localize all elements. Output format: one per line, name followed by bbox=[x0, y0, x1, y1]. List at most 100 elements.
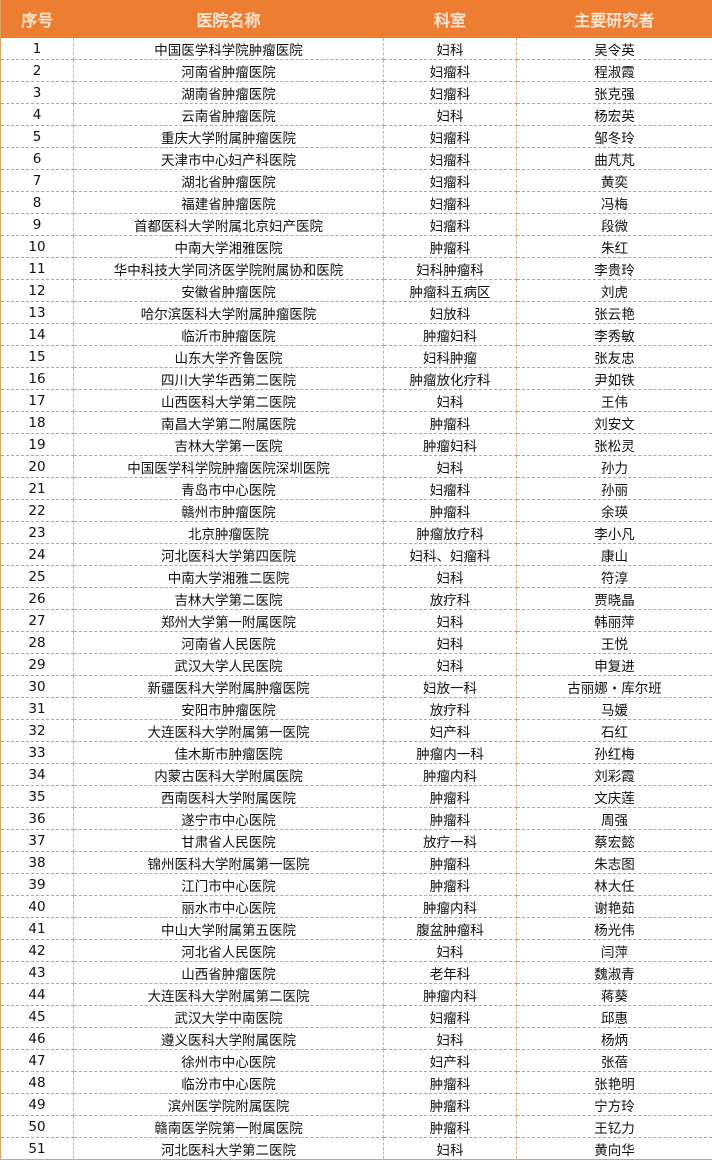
cell-hospital: 中南大学湘雅医院 bbox=[73, 235, 384, 258]
cell-index: 42 bbox=[0, 939, 74, 962]
cell-investigator: 康山 bbox=[516, 543, 712, 566]
cell-hospital: 武汉大学中南医院 bbox=[73, 1005, 384, 1028]
header-department: 科室 bbox=[383, 0, 517, 38]
table-row: 36 遂宁市中心医院 肿瘤科 周强 bbox=[0, 807, 712, 830]
cell-investigator: 李贵玲 bbox=[516, 257, 712, 280]
cell-hospital: 赣州市肿瘤医院 bbox=[73, 499, 384, 522]
cell-investigator: 尹如铁 bbox=[516, 367, 712, 390]
cell-department: 妇瘤科 bbox=[383, 81, 517, 104]
table-row: 13 哈尔滨医科大学附属肿瘤医院 妇放科 张云艳 bbox=[0, 301, 712, 324]
cell-investigator: 朱红 bbox=[516, 235, 712, 258]
table-row: 20 中国医学科学院肿瘤医院深圳医院 妇科 孙力 bbox=[0, 455, 712, 478]
cell-investigator: 李小凡 bbox=[516, 521, 712, 544]
table-row: 22 赣州市肿瘤医院 肿瘤科 余瑛 bbox=[0, 499, 712, 522]
table-row: 15 山东大学齐鲁医院 妇科肿瘤 张友忠 bbox=[0, 345, 712, 368]
cell-investigator: 闫萍 bbox=[516, 939, 712, 962]
table-row: 8 福建省肿瘤医院 妇瘤科 冯梅 bbox=[0, 191, 712, 214]
cell-investigator: 吴令英 bbox=[516, 38, 712, 60]
cell-department: 妇科 bbox=[383, 389, 517, 412]
cell-index: 48 bbox=[0, 1071, 74, 1094]
table-row: 28 河南省人民医院 妇科 王悦 bbox=[0, 631, 712, 654]
table-row: 26 吉林大学第二医院 放疗科 贾晓晶 bbox=[0, 587, 712, 610]
cell-hospital: 徐州市中心医院 bbox=[73, 1049, 384, 1072]
cell-index: 51 bbox=[0, 1137, 74, 1160]
cell-investigator: 王悦 bbox=[516, 631, 712, 654]
cell-investigator: 张云艳 bbox=[516, 301, 712, 324]
header-hospital: 医院名称 bbox=[73, 0, 384, 38]
cell-index: 34 bbox=[0, 763, 74, 786]
cell-hospital: 丽水市中心医院 bbox=[73, 895, 384, 918]
cell-hospital: 甘肃省人民医院 bbox=[73, 829, 384, 852]
cell-department: 肿瘤妇科 bbox=[383, 323, 517, 346]
table-row: 23 北京肿瘤医院 肿瘤放疗科 李小凡 bbox=[0, 521, 712, 544]
cell-index: 16 bbox=[0, 367, 74, 390]
cell-department: 放疗科 bbox=[383, 587, 517, 610]
cell-index: 5 bbox=[0, 125, 74, 148]
cell-hospital: 内蒙古医科大学附属医院 bbox=[73, 763, 384, 786]
cell-hospital: 滨州医学院附属医院 bbox=[73, 1093, 384, 1116]
cell-department: 肿瘤科 bbox=[383, 1093, 517, 1116]
cell-investigator: 余瑛 bbox=[516, 499, 712, 522]
cell-investigator: 段微 bbox=[516, 213, 712, 236]
cell-index: 15 bbox=[0, 345, 74, 368]
cell-investigator: 谢艳茹 bbox=[516, 895, 712, 918]
cell-investigator: 林大任 bbox=[516, 873, 712, 896]
table-row: 46 遵义医科大学附属医院 妇科 杨炳 bbox=[0, 1027, 712, 1050]
cell-investigator: 符淳 bbox=[516, 565, 712, 588]
cell-department: 妇瘤科 bbox=[383, 169, 517, 192]
table-row: 40 丽水市中心医院 肿瘤内科 谢艳茹 bbox=[0, 895, 712, 918]
cell-investigator: 古丽娜・库尔班 bbox=[516, 675, 712, 698]
table-row: 41 中山大学附属第五医院 腹盆肿瘤科 杨光伟 bbox=[0, 917, 712, 940]
cell-department: 妇放科 bbox=[383, 301, 517, 324]
cell-index: 25 bbox=[0, 565, 74, 588]
cell-index: 35 bbox=[0, 785, 74, 808]
cell-investigator: 蔡宏懿 bbox=[516, 829, 712, 852]
cell-index: 31 bbox=[0, 697, 74, 720]
cell-hospital: 临沂市肿瘤医院 bbox=[73, 323, 384, 346]
cell-hospital: 湖南省肿瘤医院 bbox=[73, 81, 384, 104]
cell-investigator: 杨炳 bbox=[516, 1027, 712, 1050]
cell-hospital: 首都医科大学附属北京妇产医院 bbox=[73, 213, 384, 236]
cell-index: 29 bbox=[0, 653, 74, 676]
cell-department: 肿瘤科 bbox=[383, 411, 517, 434]
cell-index: 22 bbox=[0, 499, 74, 522]
cell-department: 妇瘤科 bbox=[383, 1005, 517, 1028]
table-row: 34 内蒙古医科大学附属医院 肿瘤内科 刘彩霞 bbox=[0, 763, 712, 786]
cell-hospital: 赣南医学院第一附属医院 bbox=[73, 1115, 384, 1138]
cell-department: 肿瘤科 bbox=[383, 851, 517, 874]
cell-hospital: 郑州大学第一附属医院 bbox=[73, 609, 384, 632]
cell-investigator: 张艳明 bbox=[516, 1071, 712, 1094]
cell-department: 腹盆肿瘤科 bbox=[383, 917, 517, 940]
cell-index: 37 bbox=[0, 829, 74, 852]
cell-investigator: 孙丽 bbox=[516, 477, 712, 500]
cell-hospital: 中南大学湘雅二医院 bbox=[73, 565, 384, 588]
table-row: 38 锦州医科大学附属第一医院 肿瘤科 朱志图 bbox=[0, 851, 712, 874]
cell-department: 放疗科 bbox=[383, 697, 517, 720]
cell-hospital: 遵义医科大学附属医院 bbox=[73, 1027, 384, 1050]
cell-index: 24 bbox=[0, 543, 74, 566]
cell-department: 妇产科 bbox=[383, 719, 517, 742]
cell-index: 17 bbox=[0, 389, 74, 412]
cell-department: 妇科 bbox=[383, 455, 517, 478]
cell-investigator: 石红 bbox=[516, 719, 712, 742]
cell-hospital: 华中科技大学同济医学院附属协和医院 bbox=[73, 257, 384, 280]
table-row: 2 河南省肿瘤医院 妇瘤科 程淑霞 bbox=[0, 59, 712, 82]
cell-department: 妇放一科 bbox=[383, 675, 517, 698]
cell-index: 7 bbox=[0, 169, 74, 192]
cell-hospital: 遂宁市中心医院 bbox=[73, 807, 384, 830]
cell-department: 妇瘤科 bbox=[383, 477, 517, 500]
cell-investigator: 程淑霞 bbox=[516, 59, 712, 82]
cell-hospital: 河南省人民医院 bbox=[73, 631, 384, 654]
cell-department: 肿瘤科 bbox=[383, 785, 517, 808]
cell-hospital: 中国医学科学院肿瘤医院深圳医院 bbox=[73, 455, 384, 478]
cell-hospital: 临汾市中心医院 bbox=[73, 1071, 384, 1094]
cell-department: 老年科 bbox=[383, 961, 517, 984]
cell-index: 27 bbox=[0, 609, 74, 632]
cell-index: 39 bbox=[0, 873, 74, 896]
cell-index: 50 bbox=[0, 1115, 74, 1138]
table-row: 12 安徽省肿瘤医院 肿瘤科五病区 刘虎 bbox=[0, 279, 712, 302]
cell-investigator: 冯梅 bbox=[516, 191, 712, 214]
cell-investigator: 蒋葵 bbox=[516, 983, 712, 1006]
cell-investigator: 刘虎 bbox=[516, 279, 712, 302]
